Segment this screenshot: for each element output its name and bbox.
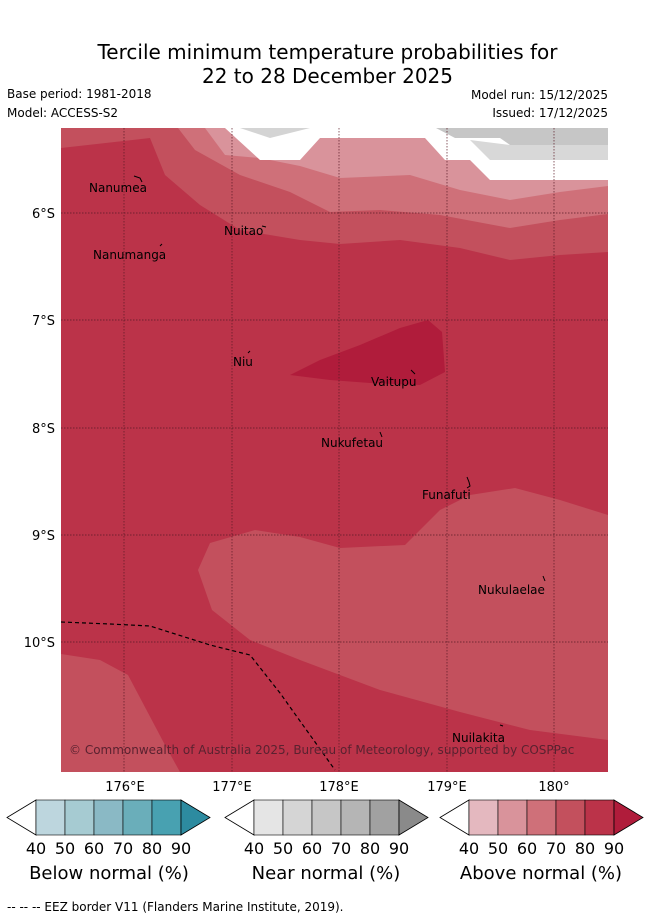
lat-label-6s: 6°S xyxy=(32,207,55,222)
longitude-labels: 176°E 177°E 178°E 179°E 180° xyxy=(105,780,569,795)
map-gridlines xyxy=(61,128,608,772)
lon-label-178e: 178°E xyxy=(319,780,359,795)
colorbar-near-tick: 60 xyxy=(302,839,322,858)
lon-label-179e: 179°E xyxy=(427,780,467,795)
island-vaitupu xyxy=(410,369,416,375)
model-name: Model: ACCESS-S2 xyxy=(7,106,119,120)
colorbar-near-tick: 40 xyxy=(244,839,264,858)
title-line-2: 22 to 28 December 2025 xyxy=(201,64,453,88)
island-nuitao xyxy=(261,225,267,228)
title-line-1: Tercile minimum temperature probabilitie… xyxy=(97,40,558,64)
colorbar-below-normal: 40 50 60 70 80 90 xyxy=(6,799,211,858)
island-nukufetau xyxy=(379,431,383,438)
colorbar-below-segment xyxy=(122,799,153,836)
colorbar-near-tick: 50 xyxy=(273,839,293,858)
island-niu xyxy=(247,350,251,354)
colorbar-above-tick: 40 xyxy=(459,839,479,858)
colorbar-above-tick: 90 xyxy=(604,839,624,858)
colorbar-below-under-arrow xyxy=(6,799,37,836)
island-funafuti xyxy=(466,476,471,489)
copyright-notice: © Commonwealth of Australia 2025, Bureau… xyxy=(69,743,574,757)
lat-label-7s: 7°S xyxy=(32,314,55,329)
colorbar-above-segment xyxy=(468,799,499,836)
map-area: Nanumea Nanumanga Nuitao Niu Vaitupu Nuk… xyxy=(61,128,608,772)
colorbar-above-segment xyxy=(584,799,615,836)
place-label-nanumanga: Nanumanga xyxy=(93,248,166,262)
colorbar-near-segment xyxy=(369,799,400,836)
colorbar-near-segment xyxy=(253,799,284,836)
place-label-nuitao: Nuitao xyxy=(224,224,263,238)
band-near-normal-3 xyxy=(470,140,608,160)
colorbar-title-above: Above normal (%) xyxy=(459,863,623,884)
island-nanumea xyxy=(133,175,143,183)
eez-legend-note: -- -- -- EEZ border V11 (Flanders Marine… xyxy=(7,900,344,914)
place-labels: Nanumea Nanumanga Nuitao Niu Vaitupu Nuk… xyxy=(89,181,545,745)
lon-label-180: 180° xyxy=(538,780,569,795)
band-near-normal-1 xyxy=(240,128,310,138)
place-label-niu: Niu xyxy=(233,355,253,369)
island-outlines xyxy=(133,175,546,727)
band-near-normal-2 xyxy=(436,128,608,145)
lat-label-8s: 8°S xyxy=(32,422,55,437)
colorbar-below-segment xyxy=(151,799,182,836)
place-label-nuilakita: Nuilakita xyxy=(452,731,505,745)
probability-map: Nanumea Nanumanga Nuitao Niu Vaitupu Nuk… xyxy=(6,128,644,858)
model-run: Model run: 15/12/2025 xyxy=(470,88,608,102)
colorbar-near-segment xyxy=(311,799,342,836)
colorbar-below-segment xyxy=(93,799,124,836)
colorbar-above-under-arrow xyxy=(439,799,470,836)
lon-label-177e: 177°E xyxy=(212,780,252,795)
place-label-vaitupu: Vaitupu xyxy=(371,375,417,389)
colorbar-near-over-arrow xyxy=(398,799,429,836)
colorbar-above-tick: 70 xyxy=(546,839,566,858)
colorbar-above-over-arrow xyxy=(613,799,644,836)
lat-label-9s: 9°S xyxy=(32,529,55,544)
colorbar-above-segment xyxy=(497,799,528,836)
colorbar-below-segment xyxy=(64,799,95,836)
lat-label-10s: 10°S xyxy=(24,636,55,651)
island-nanumanga xyxy=(159,243,163,247)
colorbar-below-tick: 90 xyxy=(171,839,191,858)
colorbar-title-near: Near normal (%) xyxy=(251,863,401,884)
colorbar-above-tick: 60 xyxy=(517,839,537,858)
colorbar-near-tick: 70 xyxy=(331,839,351,858)
band-above-70-southwest xyxy=(61,654,180,772)
island-nuilakita xyxy=(499,724,504,727)
colorbar-below-tick: 60 xyxy=(84,839,104,858)
colorbar-near-tick: 80 xyxy=(360,839,380,858)
colorbar-near-segment xyxy=(282,799,313,836)
latitude-labels: 6°S 7°S 8°S 9°S 10°S xyxy=(24,207,55,651)
colorbar-near-tick: 90 xyxy=(389,839,409,858)
place-label-nukufetau: Nukufetau xyxy=(321,436,383,450)
colorbar-below-tick: 80 xyxy=(142,839,162,858)
colorbar-near-normal: 40 50 60 70 80 90 xyxy=(224,799,429,858)
place-label-nukulaelae: Nukulaelae xyxy=(478,583,545,597)
colorbar-above-tick: 50 xyxy=(488,839,508,858)
issued-date: Issued: 17/12/2025 xyxy=(492,106,608,120)
colorbar-title-below: Below normal (%) xyxy=(29,863,189,884)
place-label-nanumea: Nanumea xyxy=(89,181,147,195)
colorbar-above-segment xyxy=(555,799,586,836)
colorbar-below-over-arrow xyxy=(180,799,211,836)
colorbar-below-tick: 70 xyxy=(113,839,133,858)
colorbar-above-normal: 40 50 60 70 80 90 xyxy=(439,799,644,858)
colorbar-below-segment xyxy=(35,799,66,836)
colorbar-above-tick: 80 xyxy=(575,839,595,858)
band-above-70-south xyxy=(198,488,608,740)
colorbar-near-segment xyxy=(340,799,371,836)
colorbar-below-tick: 40 xyxy=(26,839,46,858)
base-period: Base period: 1981-2018 xyxy=(7,87,152,101)
map-title: Tercile minimum temperature probabilitie… xyxy=(0,40,655,88)
island-nukulaelae xyxy=(542,575,546,582)
colorbar-near-under-arrow xyxy=(224,799,255,836)
band-above-90 xyxy=(290,320,445,385)
colorbar-below-tick: 50 xyxy=(55,839,75,858)
lon-label-176e: 176°E xyxy=(105,780,145,795)
colorbar-above-segment xyxy=(526,799,557,836)
place-label-funafuti: Funafuti xyxy=(422,488,471,502)
